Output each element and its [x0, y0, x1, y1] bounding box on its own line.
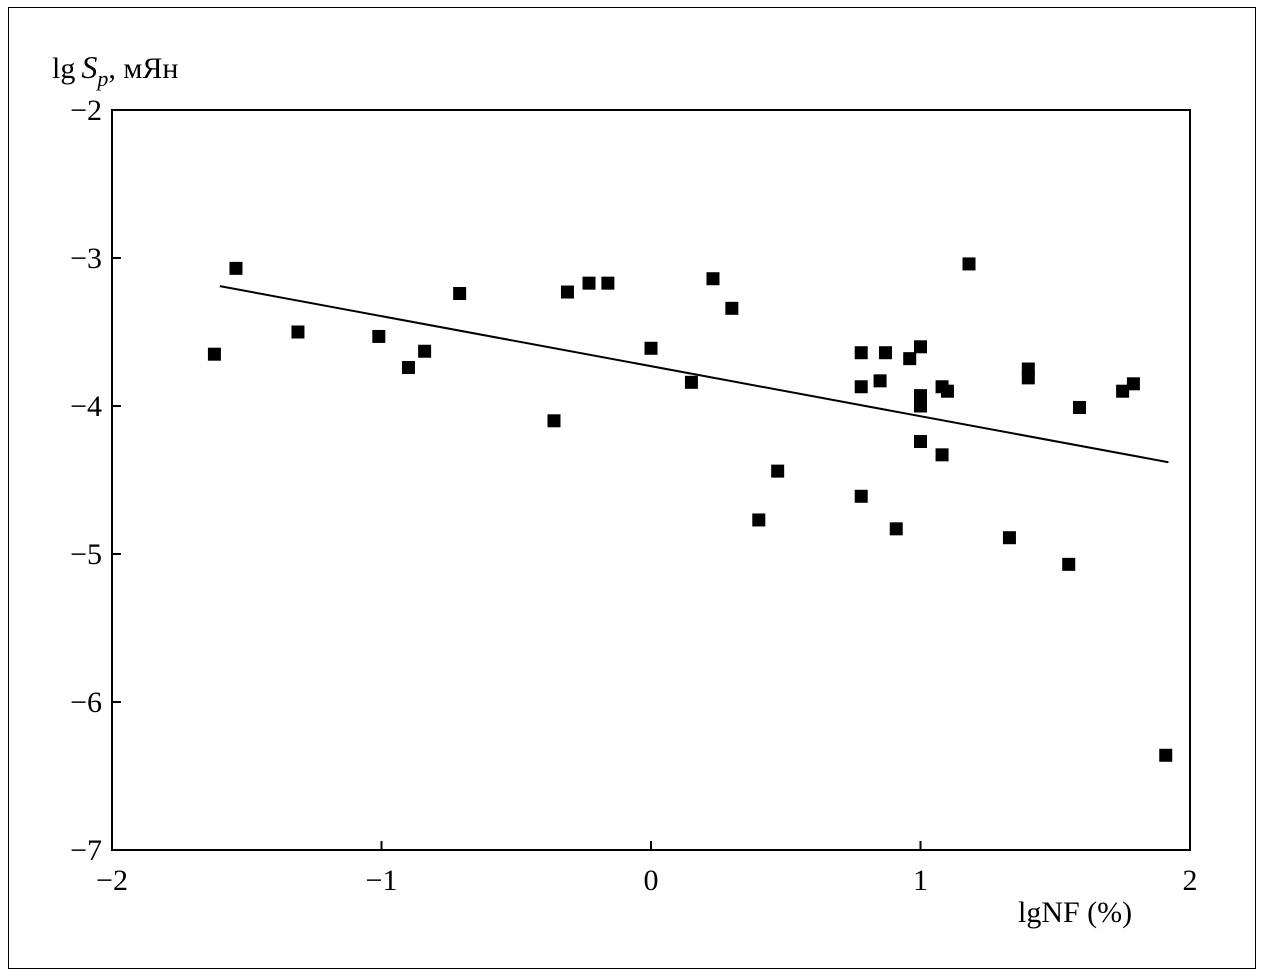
data-point: [914, 435, 927, 449]
plot-area: [111, 109, 1191, 851]
figure-frame: [8, 7, 1256, 969]
data-point: [854, 380, 868, 394]
data-point: [229, 261, 243, 275]
data-point: [1126, 377, 1140, 391]
data-point: [547, 414, 561, 428]
data-point: [873, 374, 887, 388]
data-point: [914, 389, 927, 403]
data-point: [291, 325, 305, 339]
data-point: [962, 257, 976, 271]
data-point: [725, 301, 739, 315]
x-tick-label: 2: [1183, 864, 1198, 897]
data-point: [372, 329, 386, 343]
data-point: [914, 340, 927, 354]
data-point: [752, 513, 766, 527]
data-point: [940, 384, 954, 398]
data-point: [854, 489, 868, 503]
data-point: [903, 352, 917, 366]
data-point: [1062, 557, 1076, 571]
data-point: [771, 464, 785, 478]
data-point: [914, 399, 927, 413]
x-tick-label: 1: [913, 864, 928, 897]
data-point: [1116, 384, 1130, 398]
data-point: [401, 361, 415, 375]
data-point: [418, 344, 432, 358]
y-tick-label: −4: [70, 390, 102, 423]
y-tick-label: −7: [70, 834, 102, 867]
y-tick-label: −2: [70, 94, 102, 127]
data-point: [854, 346, 868, 360]
x-tick-label: −1: [366, 864, 398, 897]
data-point: [582, 276, 596, 290]
data-point: [684, 375, 698, 389]
y-tick-label: −3: [70, 242, 102, 275]
data-point: [207, 347, 221, 361]
y-tick-label: −6: [70, 686, 102, 719]
data-point: [1073, 400, 1087, 414]
x-tick-label: −2: [96, 864, 128, 897]
y-axis-label: lg Sp, мЯн: [52, 49, 178, 91]
data-point: [560, 285, 574, 299]
y-tick-label: −5: [70, 538, 102, 571]
data-point: [644, 341, 658, 355]
data-point: [601, 276, 615, 290]
data-point: [1159, 748, 1173, 762]
data-point: [889, 522, 903, 536]
data-point: [935, 448, 949, 462]
x-tick-label: 0: [644, 864, 659, 897]
data-point: [1021, 371, 1035, 385]
data-point: [878, 346, 892, 360]
data-point: [706, 272, 720, 286]
data-point: [1002, 531, 1016, 545]
x-axis-label: lgNF (%): [1018, 896, 1132, 929]
data-point: [453, 287, 467, 301]
trend-line: [219, 285, 1169, 464]
